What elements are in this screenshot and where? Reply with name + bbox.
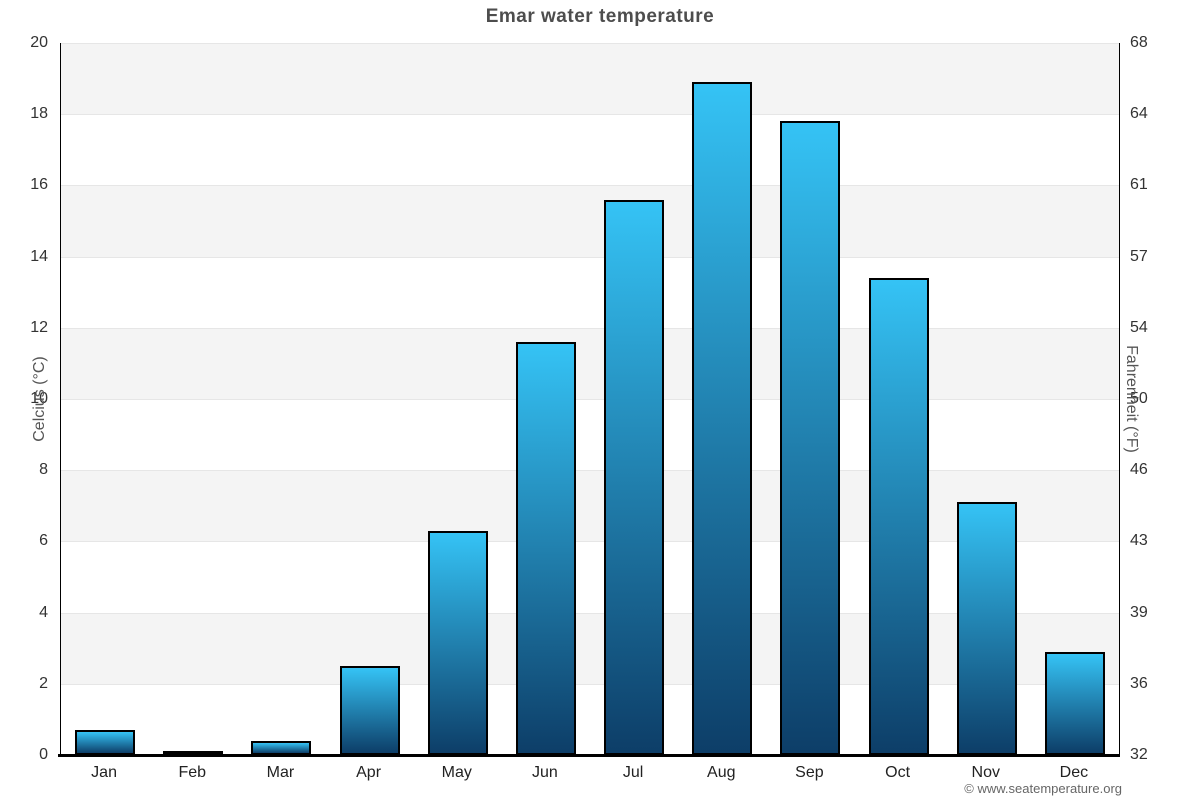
temperature-bar-may[interactable] bbox=[427, 530, 488, 755]
gridline bbox=[61, 612, 1119, 614]
grid-band bbox=[61, 399, 1119, 471]
month-label-nov: Nov bbox=[971, 764, 1000, 781]
temperature-bar-jan[interactable] bbox=[75, 730, 136, 755]
month-label-sep: Sep bbox=[795, 764, 824, 781]
month-label-jul: Jul bbox=[622, 764, 644, 781]
gridline bbox=[61, 541, 1119, 543]
grid-band bbox=[61, 541, 1119, 613]
month-label-oct: Oct bbox=[885, 764, 911, 781]
month-label-mar: Mar bbox=[266, 764, 295, 781]
gridline bbox=[61, 399, 1119, 400]
fahrenheit-tick-label: 57 bbox=[1130, 247, 1148, 265]
fahrenheit-tick-label: 54 bbox=[1130, 318, 1148, 336]
celsius-tick-label: 20 bbox=[30, 34, 48, 51]
plot-area bbox=[60, 43, 1120, 755]
temperature-bar-jun[interactable] bbox=[515, 342, 576, 755]
fahrenheit-tick-label: 50 bbox=[1130, 390, 1148, 407]
celsius-tick-label: 14 bbox=[30, 247, 48, 265]
grid-band bbox=[61, 470, 1119, 542]
celsius-tick-label: 16 bbox=[30, 176, 48, 194]
grid-band bbox=[61, 43, 1119, 115]
gridline bbox=[61, 43, 1119, 44]
temperature-bar-dec[interactable] bbox=[1044, 651, 1105, 755]
month-label-may: May bbox=[441, 764, 472, 781]
grid-band bbox=[61, 612, 1119, 684]
fahrenheit-tick-label: 64 bbox=[1130, 105, 1148, 123]
temperature-bar-jul[interactable] bbox=[604, 199, 665, 755]
grid-band bbox=[61, 185, 1119, 257]
gridline bbox=[61, 256, 1119, 258]
celsius-tick-label: 2 bbox=[39, 674, 48, 692]
temperature-bar-nov[interactable] bbox=[956, 502, 1017, 755]
copyright-footer: © www.seatemperature.org bbox=[964, 781, 1122, 796]
month-label-dec: Dec bbox=[1059, 764, 1089, 781]
gridline bbox=[61, 114, 1119, 116]
fahrenheit-tick-label: 46 bbox=[1130, 461, 1148, 479]
month-label-apr: Apr bbox=[356, 764, 382, 781]
chart-title: Emar water temperature bbox=[485, 6, 715, 27]
celsius-tick-label: 18 bbox=[30, 105, 48, 123]
month-label-jun: Jun bbox=[532, 764, 558, 781]
celsius-tick-label: 10 bbox=[30, 390, 48, 407]
temperature-bar-apr[interactable] bbox=[339, 666, 400, 755]
x-axis-line bbox=[58, 754, 1120, 757]
celsius-tick-label: 4 bbox=[39, 603, 48, 621]
fahrenheit-tick-label: 43 bbox=[1130, 532, 1148, 550]
celsius-tick-label: 0 bbox=[39, 746, 48, 763]
month-label-feb: Feb bbox=[178, 764, 207, 781]
fahrenheit-tick-label: 68 bbox=[1130, 34, 1148, 51]
temperature-bar-mar[interactable] bbox=[251, 740, 312, 755]
fahrenheit-tick-label: 36 bbox=[1130, 674, 1148, 692]
fahrenheit-tick-label: 61 bbox=[1130, 176, 1148, 194]
gridline bbox=[61, 470, 1119, 472]
grid-band bbox=[61, 327, 1119, 399]
temperature-bar-sep[interactable] bbox=[780, 121, 841, 755]
temperature-bar-oct[interactable] bbox=[868, 277, 929, 755]
gridline bbox=[61, 185, 1119, 187]
grid-band bbox=[61, 683, 1119, 755]
fahrenheit-tick-label: 39 bbox=[1130, 603, 1148, 621]
fahrenheit-axis-title: Fahrenheit (°F) bbox=[1123, 345, 1141, 453]
celsius-tick-label: 8 bbox=[39, 461, 48, 479]
month-label-jan: Jan bbox=[91, 764, 117, 781]
gridline bbox=[61, 327, 1119, 329]
gridline bbox=[61, 683, 1119, 685]
celsius-axis-title: Celcius (°C) bbox=[30, 356, 48, 442]
celsius-tick-label: 6 bbox=[39, 532, 48, 550]
fahrenheit-tick-label: 32 bbox=[1130, 746, 1148, 763]
grid-band bbox=[61, 114, 1119, 186]
temperature-bar-aug[interactable] bbox=[692, 82, 753, 755]
celsius-tick-label: 12 bbox=[30, 318, 48, 336]
month-label-aug: Aug bbox=[707, 764, 736, 781]
grid-band bbox=[61, 256, 1119, 328]
